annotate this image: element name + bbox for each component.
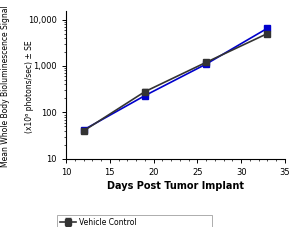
Text: (x10⁶ photons/sec) ± SE: (x10⁶ photons/sec) ± SE: [26, 40, 34, 133]
X-axis label: Days Post Tumor Implant: Days Post Tumor Implant: [107, 181, 244, 191]
Text: Mean Whole Body Bioluminescence Signal: Mean Whole Body Bioluminescence Signal: [2, 5, 10, 167]
Legend: Vehicle Control, Carfilzomib, 3mg/kg, IV, D13, D14: Vehicle Control, Carfilzomib, 3mg/kg, IV…: [57, 215, 212, 227]
